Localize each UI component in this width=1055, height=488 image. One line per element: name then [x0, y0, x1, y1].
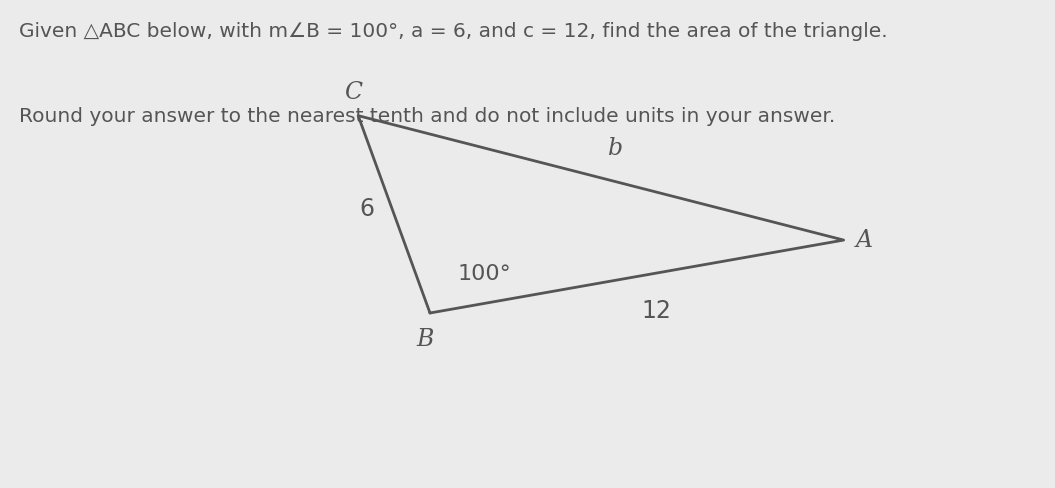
Text: Round your answer to the nearest tenth and do not include units in your answer.: Round your answer to the nearest tenth a…: [19, 107, 836, 126]
Text: b: b: [609, 137, 624, 160]
Text: A: A: [856, 228, 872, 252]
Text: 100°: 100°: [458, 264, 512, 284]
Text: 12: 12: [641, 299, 672, 323]
Text: Given △ABC below, with m∠B = 100°, a = 6, and c = 12, find the area of the trian: Given △ABC below, with m∠B = 100°, a = 6…: [19, 22, 887, 41]
Text: C: C: [344, 81, 362, 103]
Text: 6: 6: [359, 197, 375, 222]
Text: B: B: [417, 328, 434, 351]
